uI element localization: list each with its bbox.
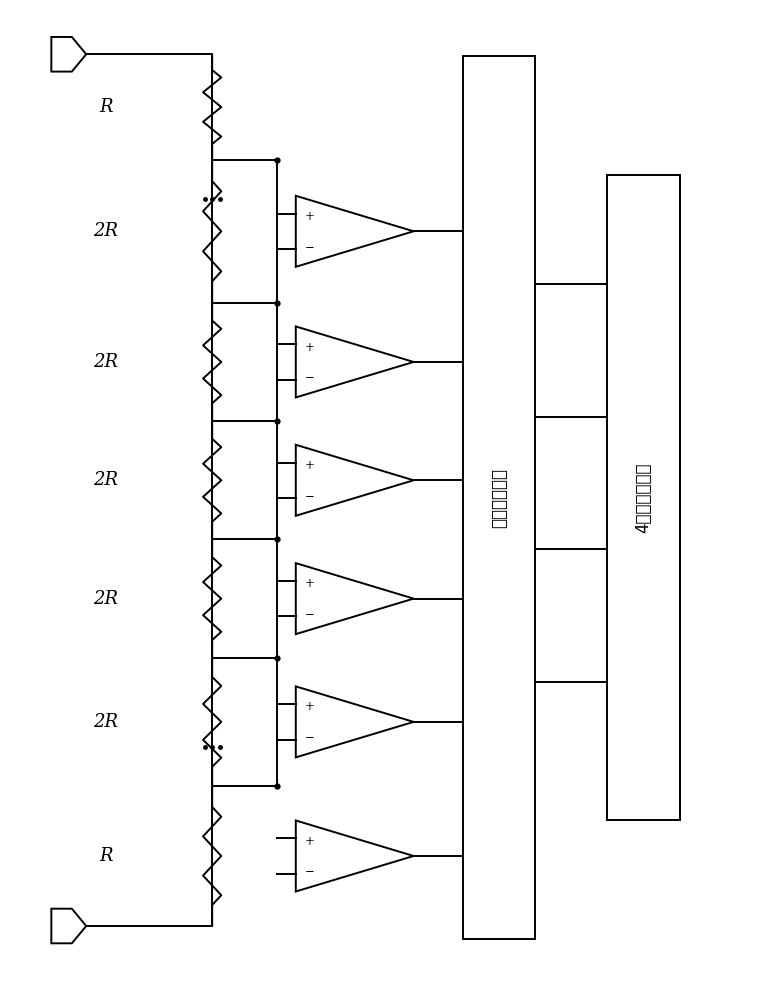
- Text: −: −: [304, 607, 314, 620]
- Text: R: R: [99, 847, 112, 865]
- Text: +: +: [304, 341, 314, 354]
- Bar: [608, 175, 680, 820]
- Text: −: −: [304, 864, 314, 877]
- Text: −: −: [304, 240, 314, 253]
- Text: +: +: [304, 700, 314, 713]
- Text: +: +: [304, 835, 314, 848]
- Text: +: +: [304, 459, 314, 472]
- Text: 2R: 2R: [93, 353, 118, 371]
- Bar: [463, 56, 536, 939]
- Text: 2R: 2R: [93, 713, 118, 731]
- Text: +: +: [304, 577, 314, 590]
- Text: −: −: [304, 370, 314, 383]
- Text: 4位二进制编码: 4位二进制编码: [635, 462, 652, 533]
- Text: 2R: 2R: [93, 590, 118, 608]
- Text: +: +: [304, 210, 314, 223]
- Text: −: −: [304, 730, 314, 743]
- Text: 温度计编码器: 温度计编码器: [490, 468, 508, 528]
- Text: −: −: [304, 489, 314, 502]
- Text: 2R: 2R: [93, 471, 118, 489]
- Text: 2R: 2R: [93, 222, 118, 240]
- Text: R: R: [99, 98, 112, 116]
